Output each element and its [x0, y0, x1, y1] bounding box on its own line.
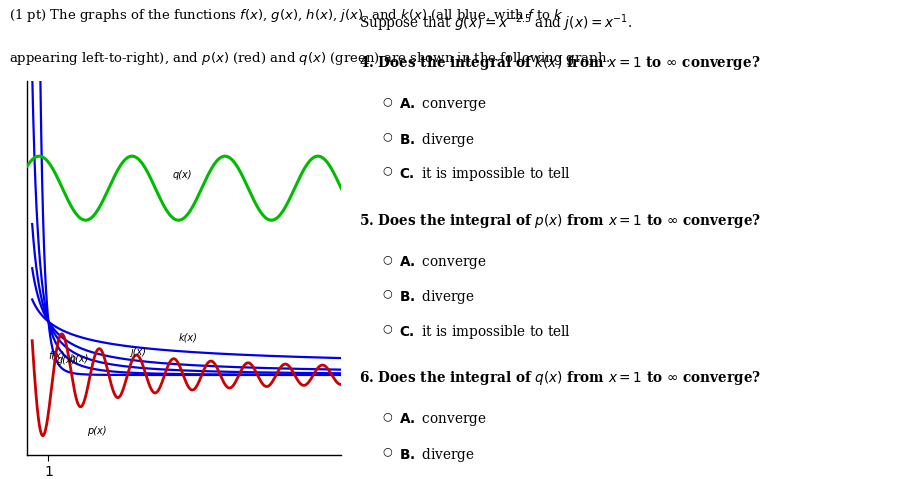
- Text: k(x): k(x): [178, 332, 197, 342]
- Text: j(x): j(x): [130, 347, 146, 357]
- Text: $\bf{B.}$ diverge: $\bf{B.}$ diverge: [399, 288, 474, 307]
- Text: $\bf{A.}$ converge: $\bf{A.}$ converge: [399, 411, 486, 428]
- Text: ○: ○: [382, 288, 392, 298]
- Text: 5. Does the integral of $p(x)$ from $x = 1$ to $\infty$ converge?: 5. Does the integral of $p(x)$ from $x =…: [359, 212, 762, 230]
- Text: ○: ○: [382, 165, 392, 175]
- Text: (1 pt) The graphs of the functions $f(x)$, $g(x)$, $h(x)$, $j(x)$, and $k(x)$ (a: (1 pt) The graphs of the functions $f(x)…: [9, 7, 564, 24]
- Text: 6. Does the integral of $q(x)$ from $x = 1$ to $\infty$ converge?: 6. Does the integral of $q(x)$ from $x =…: [359, 369, 762, 388]
- Text: ○: ○: [382, 446, 392, 456]
- Text: ○: ○: [382, 254, 392, 264]
- Text: f(x): f(x): [48, 351, 66, 361]
- Text: ○: ○: [382, 131, 392, 141]
- Text: g(x): g(x): [56, 355, 76, 365]
- Text: ○: ○: [382, 323, 392, 333]
- Text: 4. Does the integral of $k(x)$ from $x = 1$ to $\infty$ converge?: 4. Does the integral of $k(x)$ from $x =…: [359, 54, 761, 72]
- Text: $\bf{A.}$ converge: $\bf{A.}$ converge: [399, 96, 486, 113]
- Text: $\bf{C.}$ it is impossible to tell: $\bf{C.}$ it is impossible to tell: [399, 165, 571, 183]
- Text: Suppose that $g(x) = x^{-2.5}$ and $j(x) = x^{-1}$.: Suppose that $g(x) = x^{-2.5}$ and $j(x)…: [359, 12, 632, 34]
- Text: $\bf{C.}$ it is impossible to tell: $\bf{C.}$ it is impossible to tell: [399, 323, 571, 341]
- Text: q(x): q(x): [172, 170, 192, 180]
- Text: ○: ○: [382, 411, 392, 422]
- Text: appearing left-to-right), and $p(x)$ (red) and $q(x)$ (green) are shown in the f: appearing left-to-right), and $p(x)$ (re…: [9, 50, 611, 67]
- Text: $\bf{A.}$ converge: $\bf{A.}$ converge: [399, 254, 486, 271]
- Text: $\bf{B.}$ diverge: $\bf{B.}$ diverge: [399, 446, 474, 464]
- Text: ○: ○: [382, 96, 392, 106]
- Text: $\bf{B.}$ diverge: $\bf{B.}$ diverge: [399, 131, 474, 149]
- Text: h(x): h(x): [69, 354, 89, 364]
- Text: p(x): p(x): [87, 426, 107, 436]
